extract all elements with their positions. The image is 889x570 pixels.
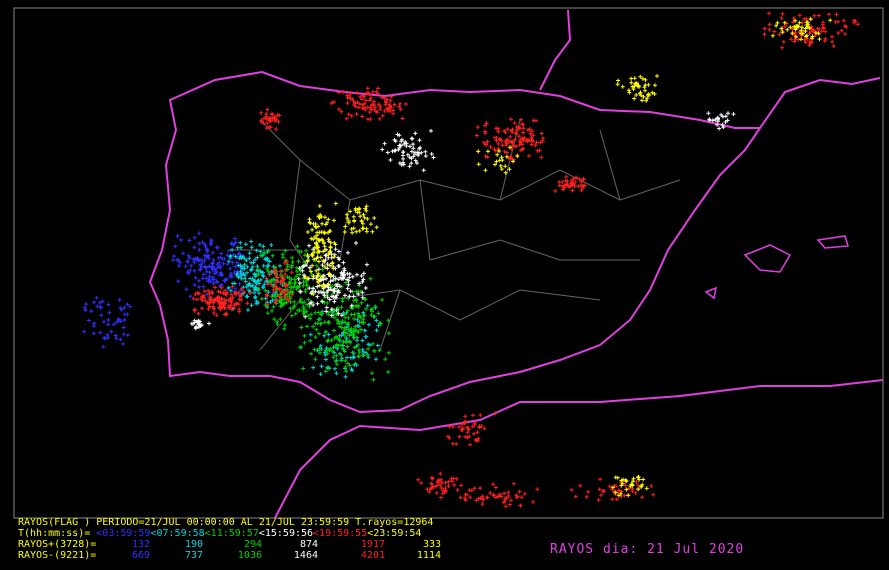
strike-cluster <box>264 259 294 307</box>
negative-count: 669 <box>132 550 150 561</box>
strike-cluster <box>474 117 546 162</box>
strike-cluster <box>762 11 860 50</box>
time-interval: <11:59:57 <box>205 528 259 539</box>
strike-cluster <box>615 74 659 103</box>
negative-count: 1464 <box>294 550 318 561</box>
strike-cluster <box>446 411 498 447</box>
strike-cluster <box>706 111 736 131</box>
strike-cluster <box>610 474 649 498</box>
strike-cluster <box>191 284 253 318</box>
strike-cluster <box>171 231 245 299</box>
strike-cluster <box>298 276 391 382</box>
strike-cluster <box>226 239 285 312</box>
negative-count: 1036 <box>238 550 262 561</box>
strike-cluster <box>416 471 464 500</box>
strike-cluster <box>303 201 338 297</box>
positive-count: 294 <box>244 539 262 550</box>
strike-cluster <box>476 145 520 175</box>
negative-count: 4201 <box>361 550 385 561</box>
strike-cluster <box>458 481 540 509</box>
positive-count: 190 <box>185 539 203 550</box>
strike-cluster <box>342 204 379 235</box>
map-frame <box>13 7 884 519</box>
strike-cluster <box>82 295 133 349</box>
strike-cluster <box>189 318 211 331</box>
positive-count: 874 <box>300 539 318 550</box>
balearic-islands <box>704 235 849 300</box>
lightning-strikes <box>82 11 860 509</box>
negative-count: 1114 <box>417 550 441 561</box>
legend-header: RAYOS(FLAG ) PERIODO=21/JUL 00:00:00 AL … <box>18 517 433 528</box>
negative-count: 737 <box>185 550 203 561</box>
time-interval: <15:59:56 <box>259 528 313 539</box>
time-interval: <07:59:58 <box>150 528 204 539</box>
time-interval: <23:59:54 <box>367 528 421 539</box>
strike-cluster <box>329 86 408 122</box>
time-interval: <03:59:59 <box>96 528 150 539</box>
time-interval: <19:59:55 <box>313 528 367 539</box>
map-title: RAYOS dia: 21 Jul 2020 <box>550 542 744 557</box>
time-label: T(hh:mm:ss)= <box>18 528 90 539</box>
positive-count: 132 <box>132 539 150 550</box>
strike-cluster <box>380 128 436 173</box>
positive-count: 333 <box>423 539 441 550</box>
positive-count: 1917 <box>361 539 385 550</box>
strike-cluster <box>553 174 587 193</box>
time-intervals: T(hh:mm:ss)= <03:59:59<07:59:58<11:59:57… <box>18 528 421 539</box>
map-geography <box>13 7 884 519</box>
strike-cluster <box>259 107 282 132</box>
strike-cluster <box>770 17 833 42</box>
negative-label: RAYOS-(9221)= <box>18 550 96 561</box>
africa-coast <box>274 379 884 519</box>
positive-label: RAYOS+(3728)= <box>18 539 96 550</box>
iberia-coast <box>148 70 762 414</box>
france-coast <box>539 9 881 129</box>
